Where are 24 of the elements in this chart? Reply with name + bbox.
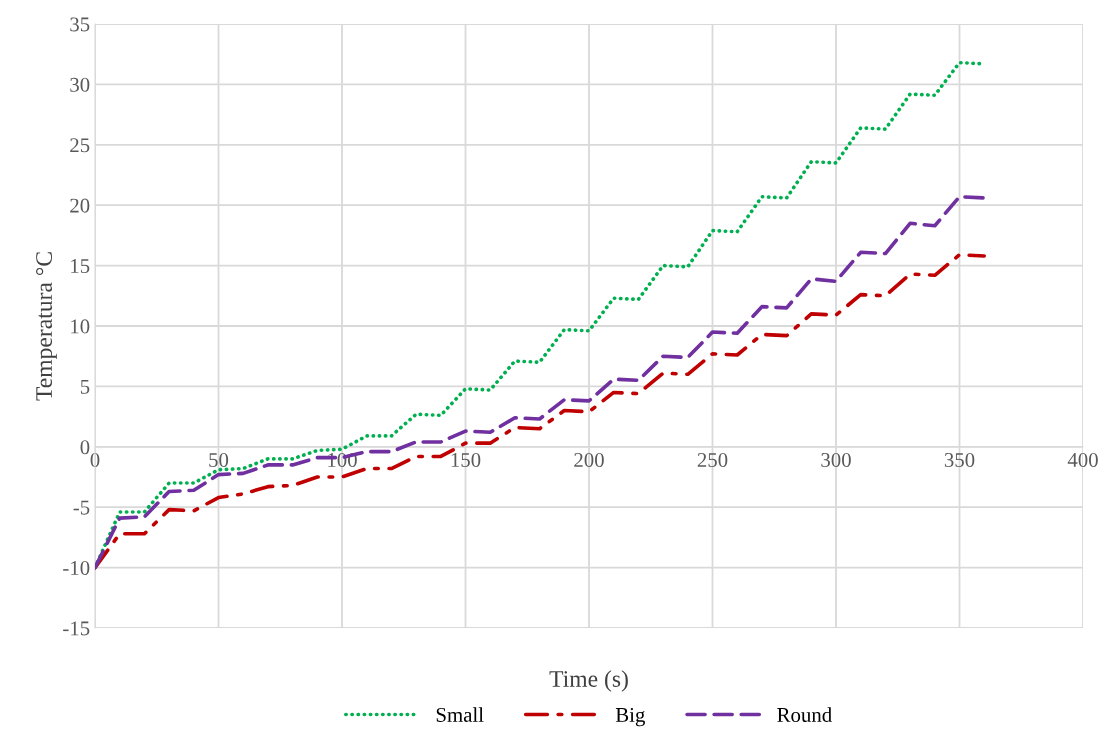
y-tick-label: 0 bbox=[80, 440, 90, 455]
x-tick-label: 150 bbox=[451, 452, 481, 468]
y-tick-label: 35 bbox=[70, 17, 90, 32]
y-tick-label: 5 bbox=[80, 379, 90, 394]
y-tick-label: -15 bbox=[63, 621, 90, 636]
y-tick-label: 15 bbox=[71, 259, 90, 274]
legend-label: Round bbox=[777, 707, 832, 722]
x-tick-label: 250 bbox=[697, 452, 728, 468]
y-tick-label: -10 bbox=[63, 560, 90, 576]
x-tick-label: 350 bbox=[944, 452, 975, 468]
x-tick-label: 300 bbox=[821, 452, 851, 468]
y-tick-label: 20 bbox=[70, 198, 90, 213]
legend-label: Big bbox=[615, 707, 645, 727]
y-tick-label: 10 bbox=[71, 319, 90, 334]
x-axis-title: Time (s) bbox=[549, 670, 628, 692]
x-tick-label: 0 bbox=[90, 452, 100, 468]
y-tick-label: -5 bbox=[73, 500, 90, 515]
x-tick-label: 400 bbox=[1067, 452, 1098, 468]
x-tick-label: 50 bbox=[209, 452, 229, 468]
x-tick-label: 200 bbox=[574, 452, 604, 468]
y-tick-label: 30 bbox=[70, 77, 90, 92]
y-tick-label: 25 bbox=[70, 138, 90, 153]
legend-label: Small bbox=[436, 707, 484, 722]
y-axis-title: Temperatura °C bbox=[36, 252, 57, 401]
